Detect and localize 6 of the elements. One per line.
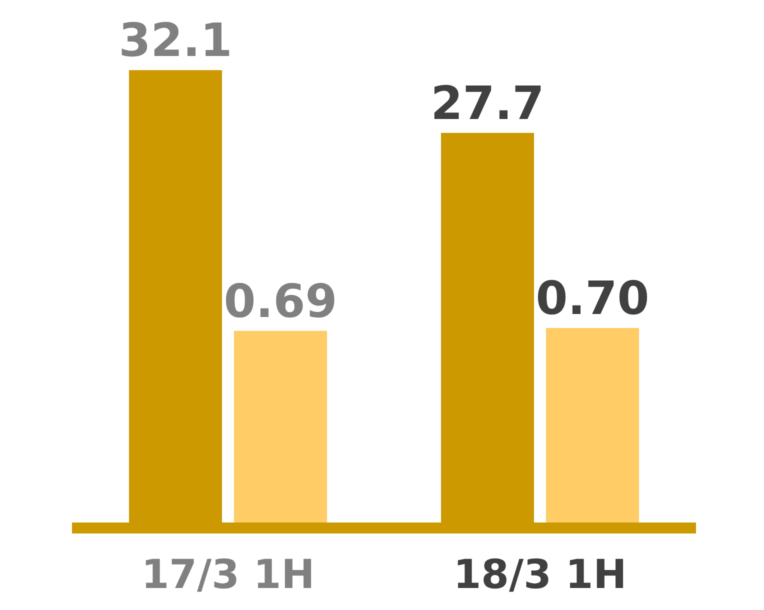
x-tick-label: 18/3 1H xyxy=(453,552,627,598)
data-label: 0.70 xyxy=(536,271,650,325)
data-label: 27.7 xyxy=(430,76,544,130)
x-tick-label: 17/3 1H xyxy=(141,552,315,598)
data-label: 0.69 xyxy=(224,274,338,328)
data-label: 32.1 xyxy=(118,13,232,68)
